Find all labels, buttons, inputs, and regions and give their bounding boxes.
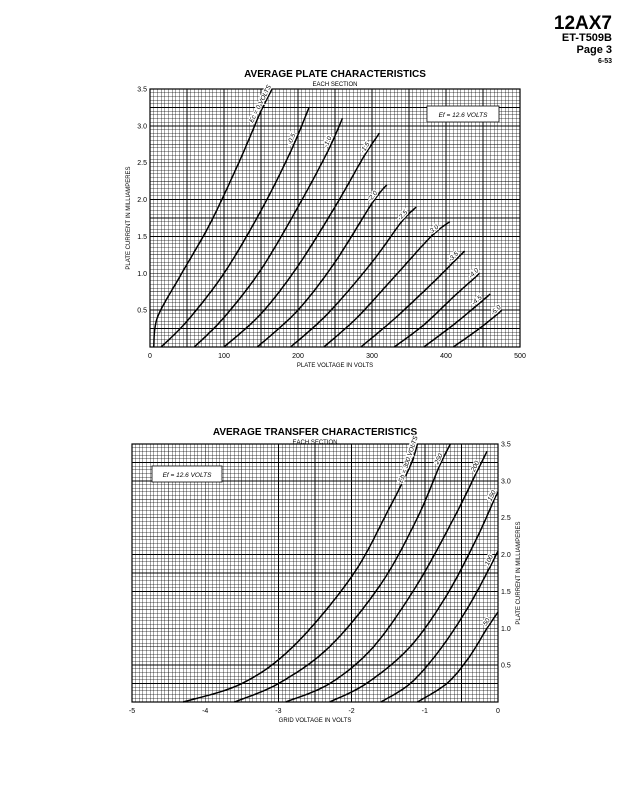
series-line — [234, 443, 452, 703]
x-axis-label: GRID VOLTAGE IN VOLTS — [279, 718, 352, 722]
x-tick-label: -1 — [422, 708, 428, 715]
y-tick-label: 1.5 — [501, 589, 511, 596]
y-tick-label: 3.0 — [137, 123, 147, 130]
revision-date: 6-53 — [597, 58, 612, 65]
series-line — [393, 272, 480, 348]
series-line — [423, 293, 491, 348]
x-tick-label: 500 — [514, 353, 526, 360]
annotation-text: Ef = 12.6 VOLTS — [163, 472, 213, 479]
chart-subtitle: EACH SECTION — [312, 82, 357, 88]
grid — [149, 88, 521, 348]
tube-type: 12AX7 — [553, 13, 612, 34]
curves — [152, 88, 503, 348]
plate-characteristics-chart: AVERAGE PLATE CHARACTERISTICS EACH SECTIO… — [126, 69, 526, 369]
plot-border — [131, 443, 499, 703]
x-tick-label: 0 — [496, 708, 500, 715]
series-line — [417, 611, 499, 703]
y-tick-label: 2.5 — [501, 515, 511, 522]
annotation-box — [151, 465, 223, 483]
y-tick-label: 2.0 — [137, 197, 147, 204]
y-tick-label: 3.5 — [501, 442, 511, 449]
y-tick-label: 1.0 — [137, 271, 147, 278]
y-axis-label: PLATE CURRENT IN MILLIAMPERES — [516, 521, 522, 624]
x-tick-label: -3 — [275, 708, 281, 715]
series-line — [182, 443, 419, 703]
chart-subtitle: EACH SECTION — [292, 440, 337, 446]
y-tick-label: 3.0 — [501, 478, 511, 485]
y-tick-label: 0.5 — [137, 308, 147, 315]
y-tick-label: 1.5 — [137, 234, 147, 241]
y-tick-label: 2.0 — [501, 552, 511, 559]
series-line — [223, 132, 381, 348]
series-line — [256, 184, 388, 348]
series-line — [360, 250, 466, 348]
grid — [131, 443, 499, 703]
x-tick-label: 100 — [218, 353, 230, 360]
annotation-text: Ef = 12.6 VOLTS — [439, 112, 489, 119]
chart-title: AVERAGE PLATE CHARACTERISTICS — [244, 69, 426, 80]
y-axis-label: PLATE CURRENT IN MILLIAMPERES — [126, 166, 132, 269]
annotation-box — [426, 105, 500, 123]
page-number: Page 3 — [576, 44, 612, 56]
y-tick-label: 1.0 — [501, 626, 511, 633]
x-axis-label: PLATE VOLTAGE IN VOLTS — [297, 363, 373, 369]
series-line — [452, 309, 503, 348]
transfer-characteristics-chart: AVERAGE TRANSFER CHARACTERISTICS EACH SEC… — [129, 427, 522, 722]
series-line — [160, 107, 310, 348]
x-tick-label: 200 — [292, 353, 304, 360]
series-line — [329, 491, 499, 703]
series-line — [285, 451, 488, 703]
x-tick-label: 300 — [366, 353, 378, 360]
x-tick-label: -2 — [348, 708, 354, 715]
y-tick-label: 3.5 — [137, 87, 147, 94]
series-line — [380, 550, 499, 703]
x-tick-label: 0 — [148, 353, 152, 360]
series-line — [323, 221, 451, 348]
x-tick-label: -5 — [129, 708, 135, 715]
x-tick-label: 400 — [440, 353, 452, 360]
curves — [182, 443, 499, 703]
chart-title: AVERAGE TRANSFER CHARACTERISTICS — [213, 427, 418, 438]
document-number: ET-T509B — [561, 32, 612, 44]
y-tick-label: 2.5 — [137, 160, 147, 167]
plot-border — [149, 88, 521, 348]
series-line — [290, 206, 417, 348]
x-tick-label: -4 — [202, 708, 208, 715]
series-line — [152, 88, 273, 348]
series-line — [193, 118, 344, 348]
y-tick-label: 0.5 — [501, 663, 511, 670]
